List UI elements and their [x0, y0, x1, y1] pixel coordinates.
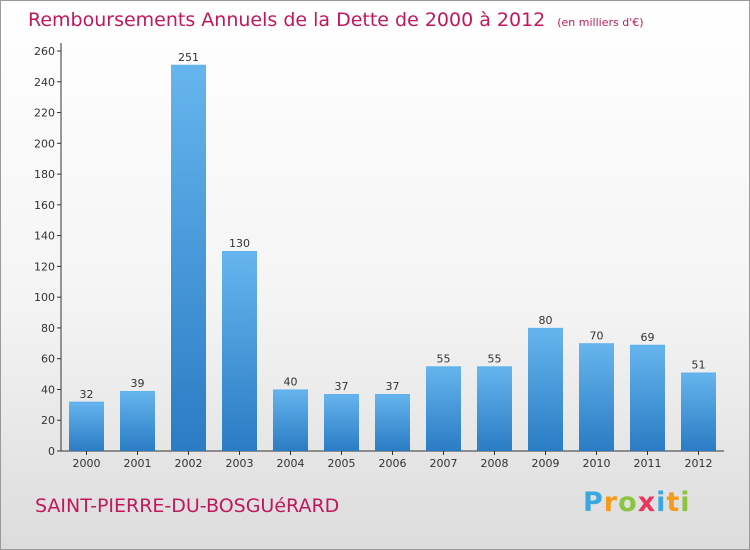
bar-top-2003: [222, 251, 257, 253]
bar-2005: [324, 394, 359, 451]
bar-top-2012: [681, 372, 716, 375]
bar-top-2008: [477, 366, 512, 369]
bar-2006: [375, 394, 410, 451]
logo-letter: P: [583, 487, 604, 518]
data-label-2011: 69: [641, 331, 655, 344]
y-tick-label: 140: [34, 230, 55, 243]
bar-2012: [681, 372, 716, 451]
bar-2007: [426, 366, 461, 451]
chart-title: Remboursements Annuels de la Dette de 20…: [28, 9, 644, 31]
chart-title-main: Remboursements Annuels de la Dette de 20…: [28, 9, 546, 31]
bar-2001: [120, 391, 155, 451]
x-axis: 2000 2001 2002 2003 2004 2005 2006 2007 2008 2009…: [61, 450, 724, 470]
data-label-2008: 55: [488, 352, 502, 365]
x-tick-label-2007: 2007: [430, 457, 458, 470]
x-tick-label-2003: 2003: [226, 457, 254, 470]
x-tick-label-2006: 2006: [379, 457, 407, 470]
y-tick-label: 240: [34, 76, 55, 89]
logo-letter: t: [666, 487, 681, 518]
x-tick-label-2009: 2009: [532, 457, 560, 470]
x-tick-label-2010: 2010: [583, 457, 611, 470]
bar-top-2005: [324, 394, 359, 397]
data-label-2004: 40: [284, 375, 298, 388]
data-labels: 32 39 251 130 40 37 37 55 55 80 70 69 51: [80, 51, 706, 401]
data-label-2006: 37: [386, 380, 400, 393]
bar-top-2009: [528, 327, 563, 330]
bar-top-2006: [375, 394, 410, 397]
data-label-2005: 37: [335, 380, 349, 393]
chart-subtitle: (en milliers d'€): [557, 16, 644, 29]
y-tick-label: 60: [41, 353, 55, 366]
data-label-2009: 80: [539, 314, 553, 327]
bar-2002: [171, 64, 206, 451]
data-label-2012: 51: [692, 359, 706, 372]
y-tick-label: 160: [34, 199, 55, 212]
x-tick-label-2011: 2011: [634, 457, 662, 470]
logo-letter: r: [603, 487, 619, 518]
x-tick-label-2001: 2001: [124, 457, 152, 470]
y-tick-label: 80: [41, 322, 55, 335]
commune-name: SAINT-PIERRE-DU-BOSGUéRARD: [35, 495, 340, 517]
bar-2008: [477, 366, 512, 451]
x-tick-label-2000: 2000: [73, 457, 101, 470]
y-tick-label: 260: [34, 45, 55, 58]
y-tick-label: 0: [48, 445, 55, 458]
data-label-2003: 130: [229, 237, 250, 250]
x-tick-label-2008: 2008: [481, 457, 509, 470]
bar-2009: [528, 327, 563, 451]
y-tick-label: 200: [34, 137, 55, 150]
y-tick-label: 120: [34, 260, 55, 273]
x-tick-label-2005: 2005: [328, 457, 356, 470]
data-label-2007: 55: [437, 352, 451, 365]
bar-2003: [222, 251, 257, 451]
x-tick-label-2012: 2012: [685, 457, 713, 470]
logo-letter: i: [680, 487, 691, 518]
bar-top-2000: [69, 401, 104, 404]
y-tick-label: 100: [34, 291, 55, 304]
logo-letter: x: [637, 487, 657, 518]
logo-letter: o: [618, 487, 638, 518]
bar-2011: [630, 344, 665, 451]
y-tick-label: 220: [34, 107, 55, 120]
bar-top-2004: [273, 389, 308, 392]
bar-top-2011: [630, 344, 665, 347]
bar-top-2007: [426, 366, 461, 369]
bar-2000: [69, 401, 104, 451]
proxiti-logo: Proxiti: [583, 487, 691, 518]
bar-top-2002: [171, 64, 206, 67]
bar-top-2010: [579, 343, 614, 346]
y-tick-label: 40: [41, 383, 55, 396]
logo-letter: i: [656, 487, 667, 518]
y-axis: 0 20 40 60 80 100 120 140 160 180 200 220 240 260: [34, 43, 62, 458]
data-label-2000: 32: [80, 388, 94, 401]
y-tick-label: 180: [34, 168, 55, 181]
data-label-2002: 251: [178, 51, 199, 64]
x-tick-label-2002: 2002: [175, 457, 203, 470]
x-tick-label-2004: 2004: [277, 457, 305, 470]
bar-2010: [579, 343, 614, 451]
data-label-2010: 70: [590, 329, 604, 342]
data-label-2001: 39: [131, 377, 145, 390]
bar-top-2001: [120, 391, 155, 393]
y-tick-label: 20: [41, 414, 55, 427]
bars: [69, 64, 716, 451]
bar-2004: [273, 389, 308, 451]
